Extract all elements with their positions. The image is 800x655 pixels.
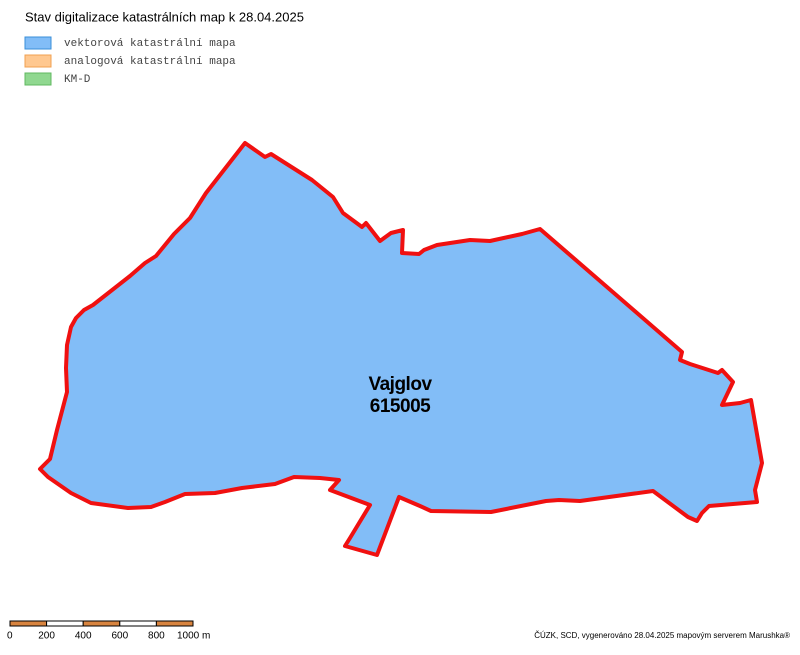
scale-label: 0 — [7, 631, 13, 642]
scale-labels: 0 200 400 600 800 1000 m — [7, 631, 210, 642]
scale-label: 800 — [148, 631, 165, 642]
area-code: 615005 — [370, 396, 431, 417]
scale-segment — [46, 620, 84, 627]
legend-swatch — [24, 72, 52, 86]
scale-label: 200 — [38, 631, 55, 642]
area-name: Vajglov — [368, 374, 432, 395]
scale-label: 1000 m — [177, 631, 210, 642]
scale-bar — [9, 620, 194, 627]
credit: ČÚZK, SCD, vygenerováno 28.04.2025 mapov… — [534, 631, 790, 640]
scale-segment — [9, 620, 48, 627]
map-title: Stav digitalizace katastrálních map k 28… — [25, 9, 304, 24]
scale-label: 400 — [75, 631, 92, 642]
legend-swatch — [24, 36, 52, 50]
scale-segment — [82, 620, 121, 627]
scale-segment — [155, 620, 194, 627]
legend-label: KM-D — [64, 74, 91, 86]
legend-label: vektorová katastrální mapa — [64, 38, 236, 50]
scale-label: 600 — [111, 631, 128, 642]
legend-swatch — [24, 54, 52, 68]
cadastral-area — [38, 141, 764, 557]
legend-label: analogová katastrální mapa — [64, 56, 236, 68]
scale-segment — [119, 620, 157, 627]
